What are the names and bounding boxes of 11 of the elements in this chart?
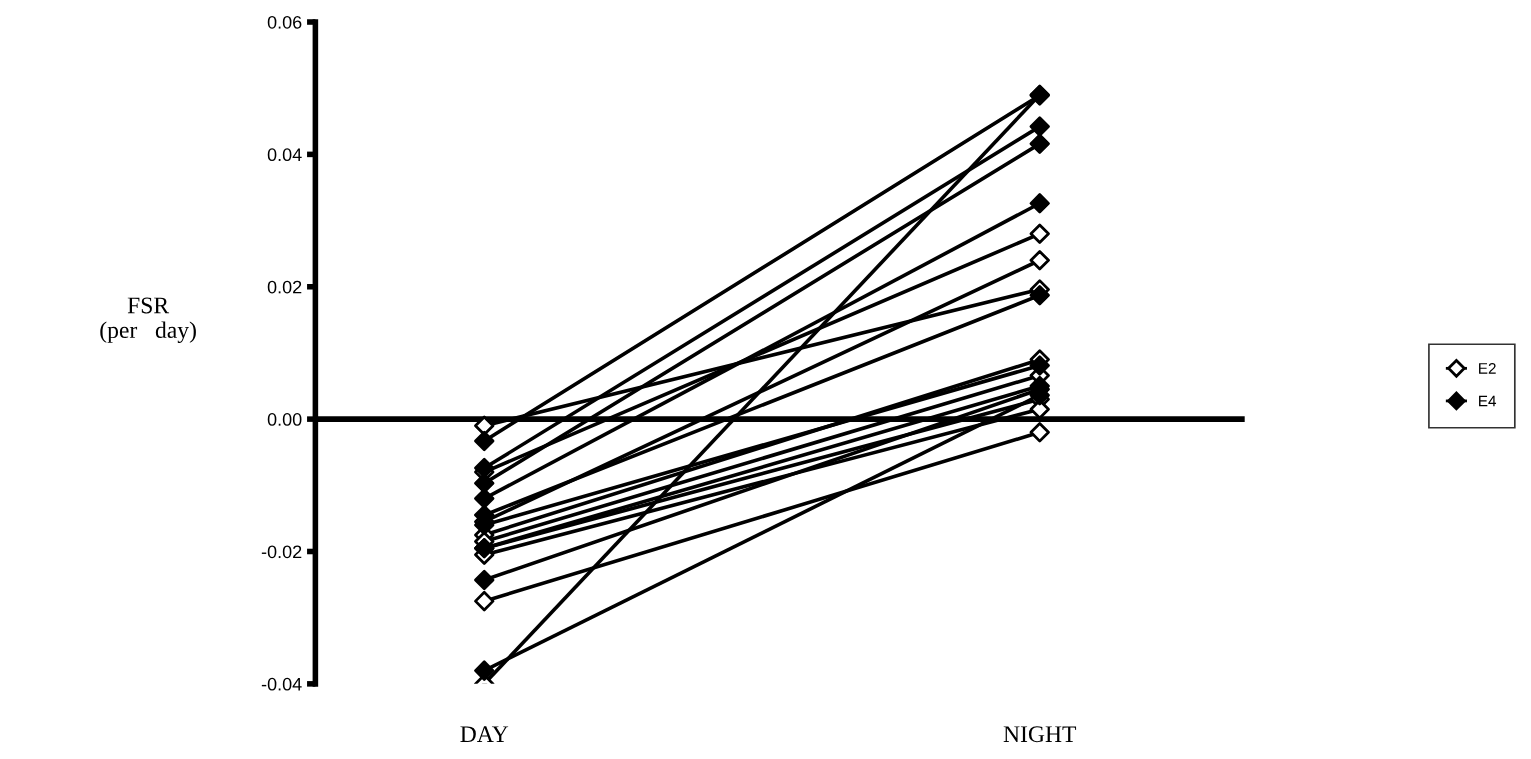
legend-label: E2 — [1479, 363, 1496, 374]
y-tick-label: -0.04 — [261, 677, 302, 691]
legend-label: E4 — [1479, 395, 1497, 407]
x-tick-label: DAY — [460, 726, 509, 742]
y-axis-title: FSR (per day) — [100, 297, 196, 343]
y-tick-label: 0.04 — [267, 148, 302, 162]
y-tick-label: 0.00 — [267, 413, 302, 426]
y-tick-label: -0.02 — [261, 545, 302, 559]
y-tick-label: 0.06 — [267, 15, 302, 29]
y-tick-label: 0.02 — [267, 280, 302, 294]
x-tick-label: NIGHT — [1003, 726, 1077, 743]
